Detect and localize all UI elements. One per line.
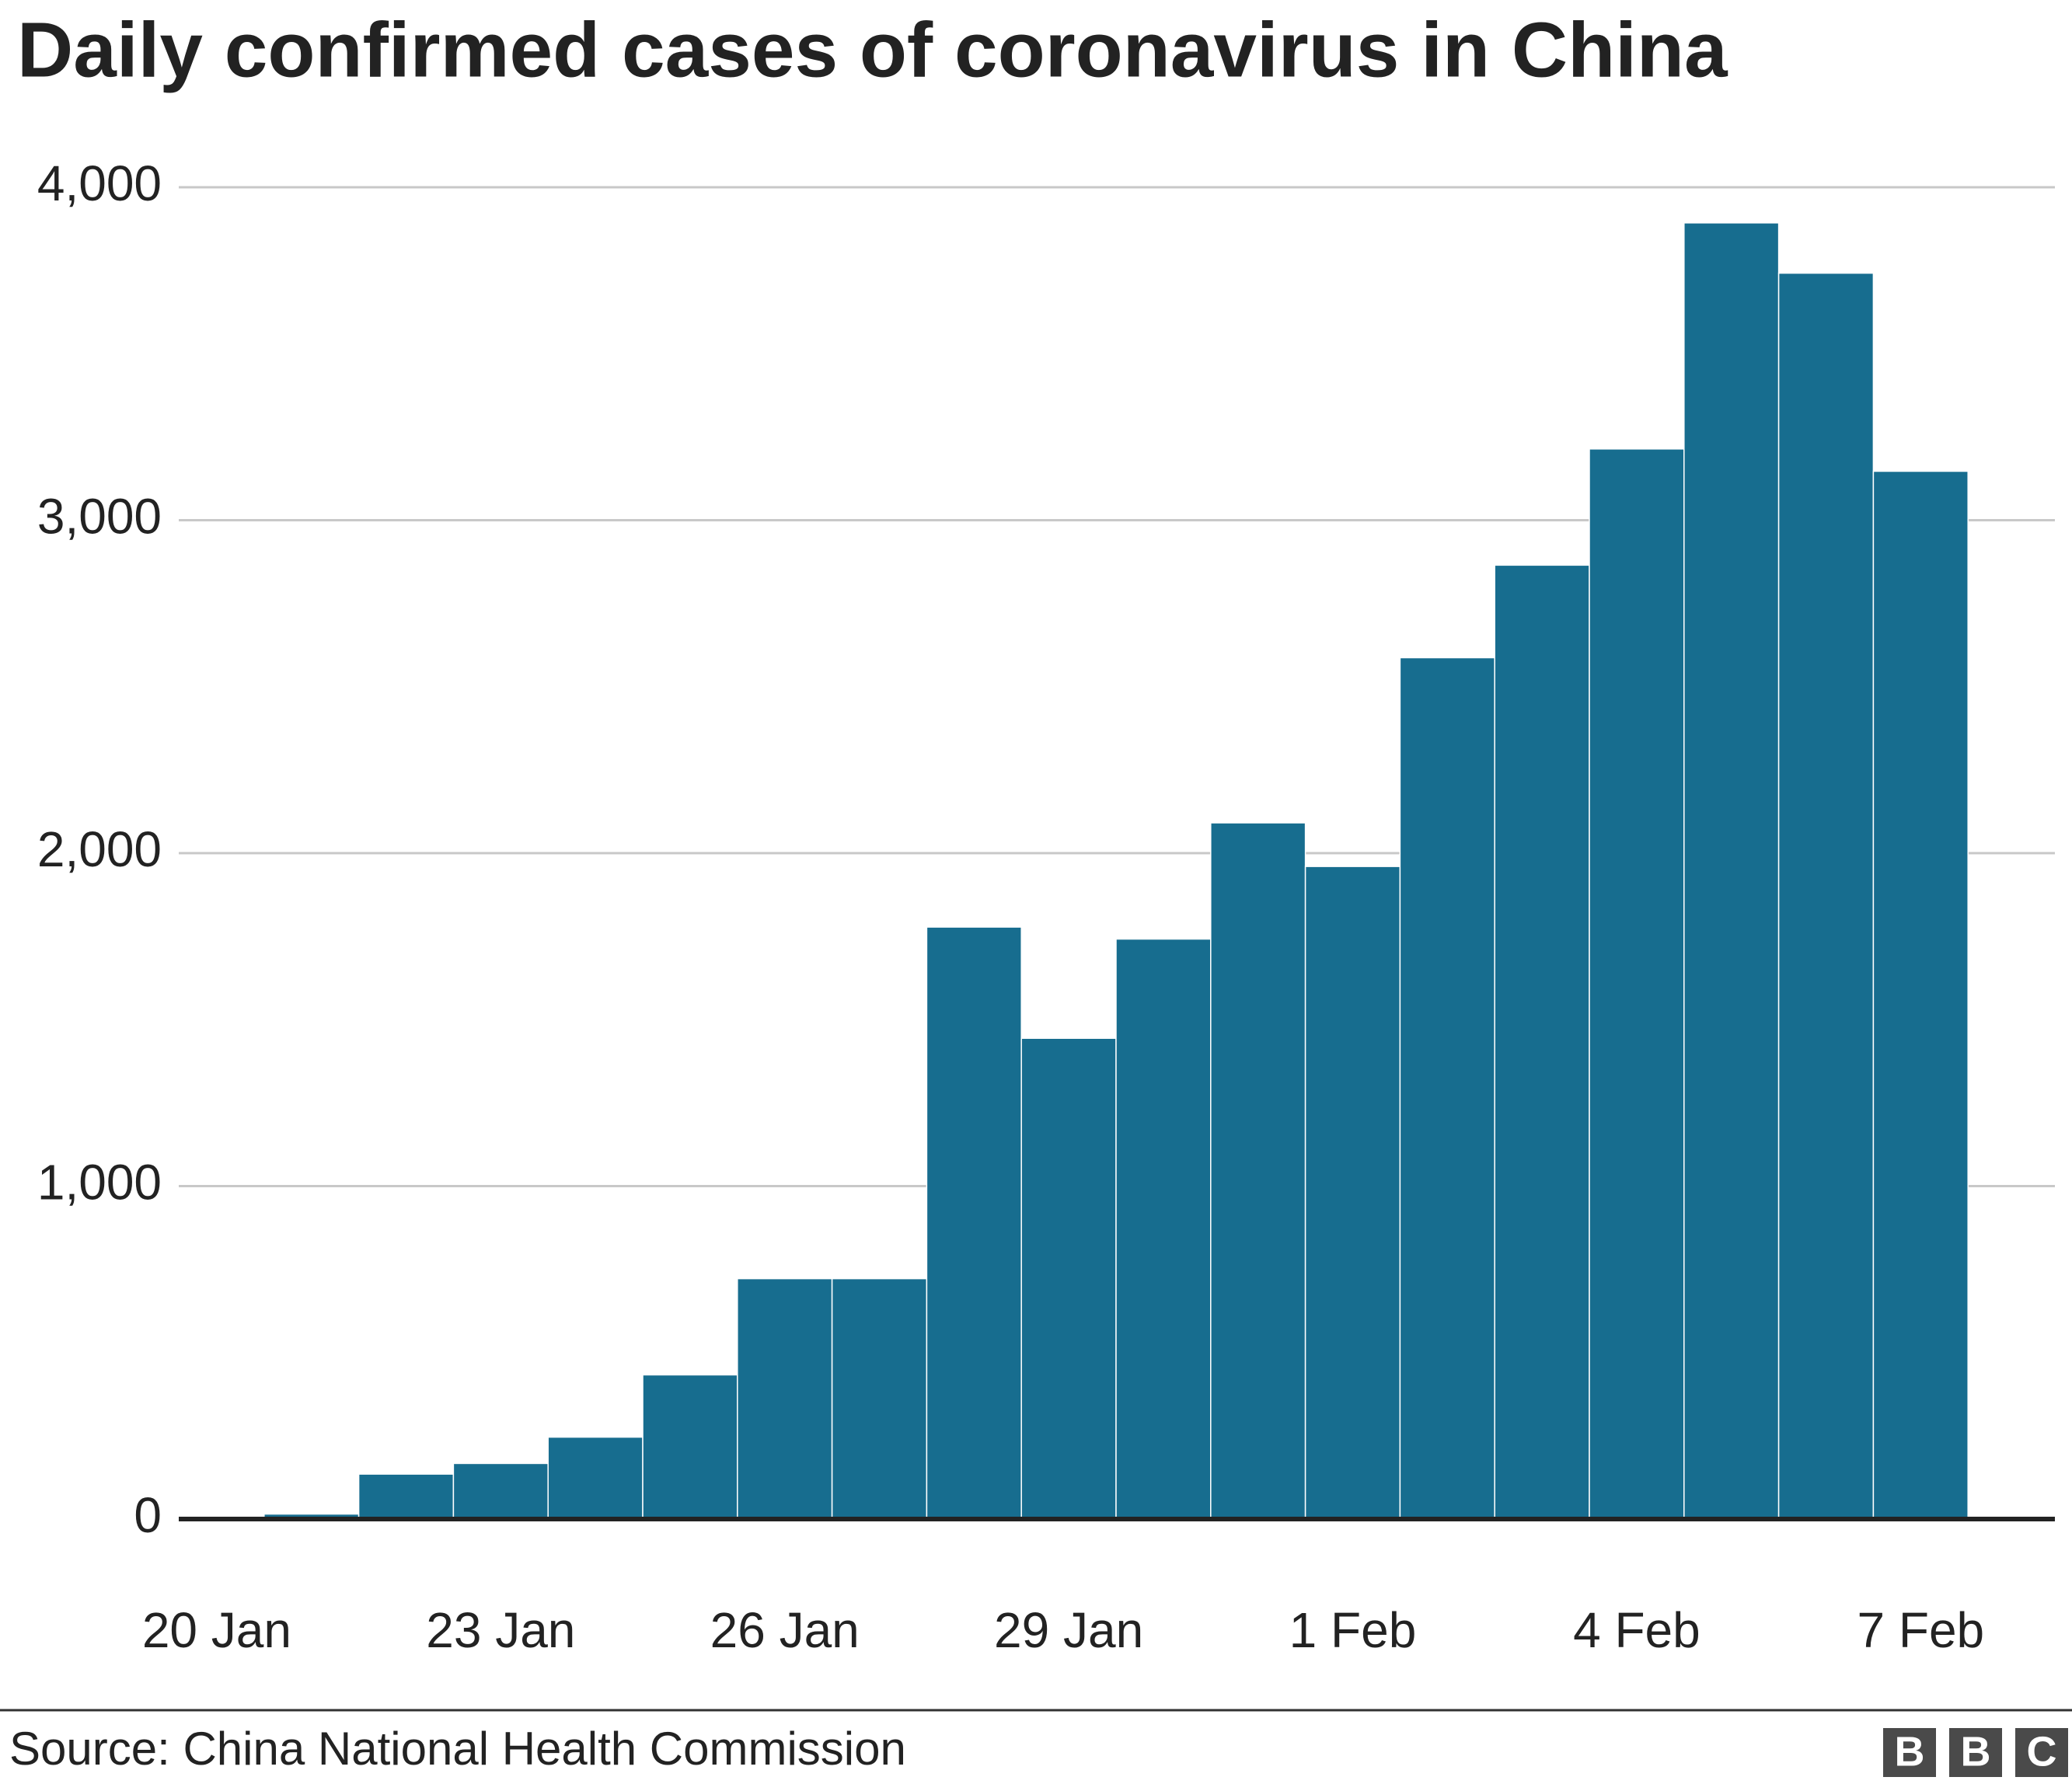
x-tick-label: 7 Feb <box>1857 1602 1984 1658</box>
chart-title: Daily confirmed cases of coronavirus in … <box>17 6 1728 93</box>
bar <box>1777 272 1875 1520</box>
x-tick-label: 23 Jan <box>426 1602 575 1658</box>
y-tick-label: 3,000 <box>37 488 162 544</box>
bar <box>358 1473 455 1520</box>
bar <box>737 1277 833 1520</box>
logo-box <box>1949 1728 2002 1777</box>
y-tick-label: 2,000 <box>37 821 162 877</box>
bar <box>1399 657 1495 1520</box>
bar <box>1494 564 1590 1520</box>
bar <box>1115 938 1212 1520</box>
y-tick-label: 4,000 <box>37 155 162 211</box>
x-tick-label: 26 Jan <box>710 1602 860 1658</box>
logo-letter: C <box>2027 1728 2057 1775</box>
bar <box>547 1436 644 1520</box>
bar <box>1683 222 1780 1520</box>
logo-box <box>2015 1728 2068 1777</box>
x-tick-label: 1 Feb <box>1289 1602 1417 1658</box>
source: Source: China National Health Commission <box>9 1723 906 1775</box>
y-tick-label: 0 <box>134 1487 162 1543</box>
bar <box>1304 866 1401 1520</box>
bar <box>1020 1037 1117 1520</box>
x-tick-label: 4 Feb <box>1573 1602 1701 1658</box>
bar <box>926 926 1022 1520</box>
bar <box>1589 448 1685 1520</box>
bar <box>1872 470 1969 1520</box>
logo-box <box>1883 1728 1936 1777</box>
y-tick-label: 1,000 <box>37 1154 162 1210</box>
logo-letter: B <box>1961 1728 1991 1775</box>
bar <box>1210 822 1306 1520</box>
bar <box>642 1374 738 1520</box>
logo-letter: B <box>1895 1728 1925 1775</box>
bar <box>831 1277 928 1520</box>
x-tick-label: 29 Jan <box>994 1602 1143 1658</box>
x-tick-label: 20 Jan <box>142 1602 291 1658</box>
bar <box>452 1462 549 1520</box>
